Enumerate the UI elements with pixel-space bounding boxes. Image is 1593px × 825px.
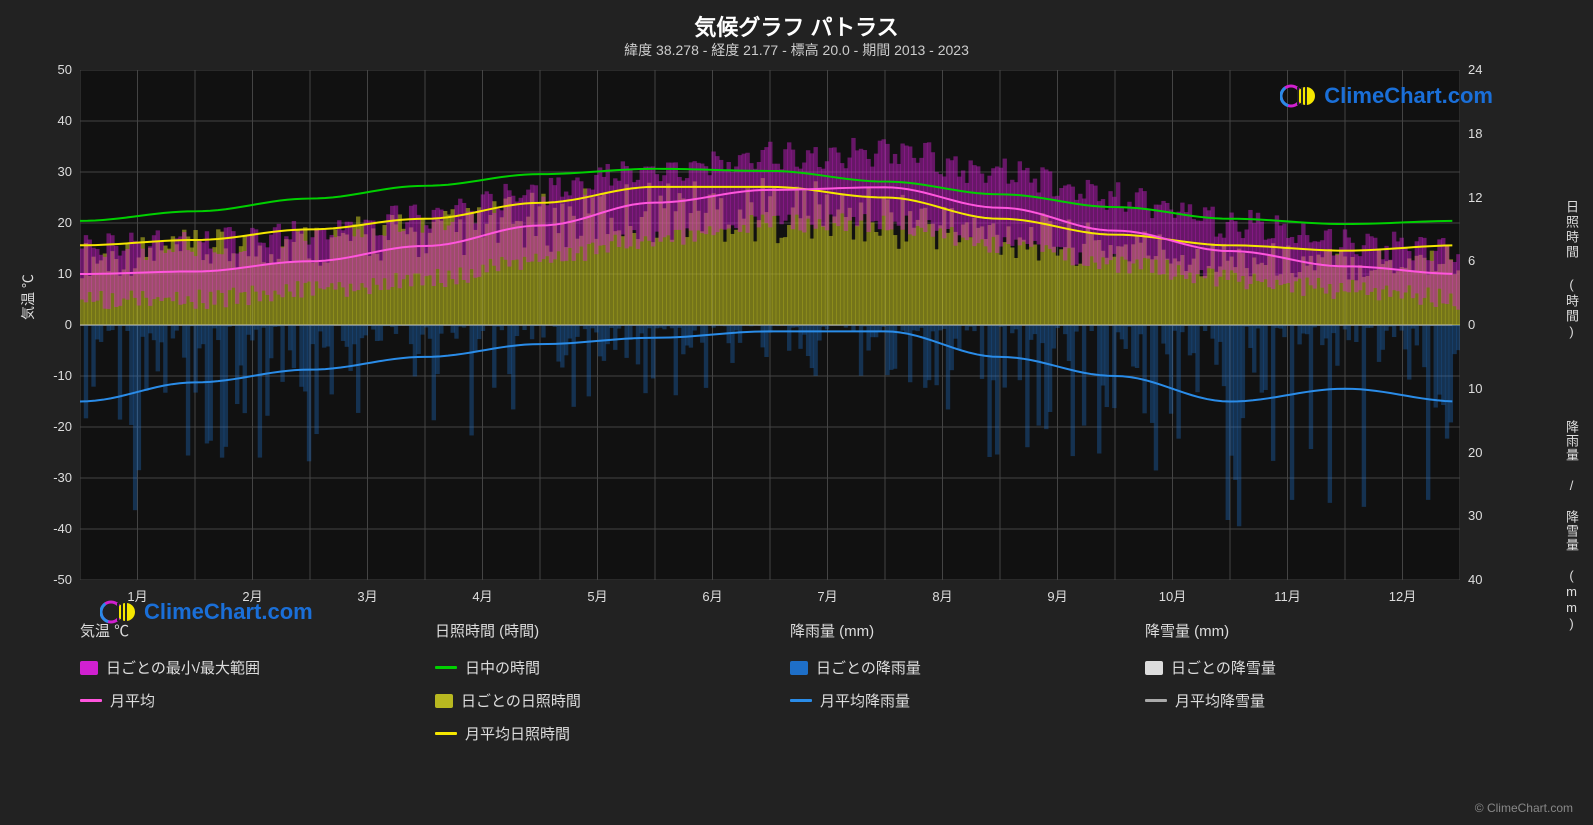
legend-item: 日ごとの降雪量 xyxy=(1145,657,1460,678)
legend-column: 日照時間 (時間) 日中の時間日ごとの日照時間月平均日照時間 xyxy=(435,620,750,744)
legend-swatch xyxy=(790,661,808,675)
x-tick-month: 6月 xyxy=(683,586,743,605)
y-right-tick-hours: 18 xyxy=(1468,126,1508,141)
legend-label: 日ごとの降雨量 xyxy=(816,657,921,678)
chart-title: 気候グラフ パトラス xyxy=(0,10,1593,42)
y-right-tick-hours: 24 xyxy=(1468,62,1508,77)
legend-label: 月平均降雨量 xyxy=(820,690,910,711)
y-right-upper-axis-label: 日照時間 (時間) xyxy=(1563,200,1579,341)
y-left-tick: 10 xyxy=(32,266,72,281)
y-left-tick: -20 xyxy=(32,419,72,434)
plot-svg xyxy=(80,70,1460,580)
rain-daily-bars xyxy=(84,325,1460,526)
legend-label: 月平均 xyxy=(110,690,155,711)
legend-label: 月平均降雪量 xyxy=(1175,690,1265,711)
legend-line-swatch xyxy=(435,732,457,735)
legend-line-swatch xyxy=(80,699,102,702)
legend-swatch xyxy=(80,661,98,675)
legend-column: 気温 ℃ 日ごとの最小/最大範囲月平均 xyxy=(80,620,395,744)
y-left-tick: 0 xyxy=(32,317,72,332)
climate-chart-container: 気候グラフ パトラス 緯度 38.278 - 経度 21.77 - 標高 20.… xyxy=(0,0,1593,825)
legend-header: 気温 ℃ xyxy=(80,620,395,641)
brand-watermark-top: ClimeChart.com xyxy=(1280,82,1493,110)
x-tick-month: 7月 xyxy=(798,586,858,605)
legend-item: 月平均降雨量 xyxy=(790,690,1105,711)
x-tick-month: 11月 xyxy=(1258,586,1318,605)
legend-label: 月平均日照時間 xyxy=(465,723,570,744)
legend-item: 月平均日照時間 xyxy=(435,723,750,744)
y-right-lower-axis-label: 降雨量 / 降雪量 (mm) xyxy=(1563,420,1579,632)
legend-item: 日ごとの日照時間 xyxy=(435,690,750,711)
legend-swatch xyxy=(435,694,453,708)
x-tick-month: 5月 xyxy=(568,586,628,605)
y-right-tick-hours: 12 xyxy=(1468,190,1508,205)
legend-header: 降雨量 (mm) xyxy=(790,620,1105,641)
brand-text: ClimeChart.com xyxy=(1324,83,1493,109)
y-left-tick: -10 xyxy=(32,368,72,383)
legend-line-swatch xyxy=(790,699,812,702)
y-right-tick-mm: 40 xyxy=(1468,572,1508,587)
legend-header: 降雪量 (mm) xyxy=(1145,620,1460,641)
chart-subtitle: 緯度 38.278 - 経度 21.77 - 標高 20.0 - 期間 2013… xyxy=(0,40,1593,60)
legend-swatch xyxy=(1145,661,1163,675)
legend-line-swatch xyxy=(435,666,457,669)
legend-label: 日ごとの最小/最大範囲 xyxy=(106,657,260,678)
legend-label: 日中の時間 xyxy=(465,657,540,678)
legend-item: 月平均降雪量 xyxy=(1145,690,1460,711)
legend-column: 降雪量 (mm) 日ごとの降雪量月平均降雪量 xyxy=(1145,620,1460,744)
legend-column: 降雨量 (mm) 日ごとの降雨量月平均降雨量 xyxy=(790,620,1105,744)
x-tick-month: 12月 xyxy=(1373,586,1433,605)
y-left-tick: -30 xyxy=(32,470,72,485)
legend: 気温 ℃ 日ごとの最小/最大範囲月平均 日照時間 (時間) 日中の時間日ごとの日照時間… xyxy=(80,620,1460,744)
x-tick-month: 4月 xyxy=(453,586,513,605)
y-right-tick-hours: 6 xyxy=(1468,253,1508,268)
y-right-tick-mm: 10 xyxy=(1468,381,1508,396)
y-left-tick: 30 xyxy=(32,164,72,179)
y-right-tick-hours: 0 xyxy=(1468,317,1508,332)
legend-header: 日照時間 (時間) xyxy=(435,620,750,641)
copyright-text: © ClimeChart.com xyxy=(1475,801,1573,815)
legend-line-swatch xyxy=(1145,699,1167,702)
brand-logo-icon xyxy=(1280,82,1316,110)
legend-label: 日ごとの降雪量 xyxy=(1171,657,1276,678)
legend-item: 日中の時間 xyxy=(435,657,750,678)
plot-area xyxy=(80,70,1460,580)
y-left-tick: 50 xyxy=(32,62,72,77)
legend-item: 日ごとの最小/最大範囲 xyxy=(80,657,395,678)
y-left-tick: -40 xyxy=(32,521,72,536)
y-right-tick-mm: 20 xyxy=(1468,445,1508,460)
x-tick-month: 8月 xyxy=(913,586,973,605)
x-tick-month: 10月 xyxy=(1143,586,1203,605)
legend-label: 日ごとの日照時間 xyxy=(461,690,581,711)
legend-item: 日ごとの降雨量 xyxy=(790,657,1105,678)
legend-item: 月平均 xyxy=(80,690,395,711)
y-left-tick: 20 xyxy=(32,215,72,230)
x-tick-month: 9月 xyxy=(1028,586,1088,605)
x-tick-month: 3月 xyxy=(338,586,398,605)
y-left-tick: -50 xyxy=(32,572,72,587)
y-right-tick-mm: 30 xyxy=(1468,508,1508,523)
y-left-tick: 40 xyxy=(32,113,72,128)
